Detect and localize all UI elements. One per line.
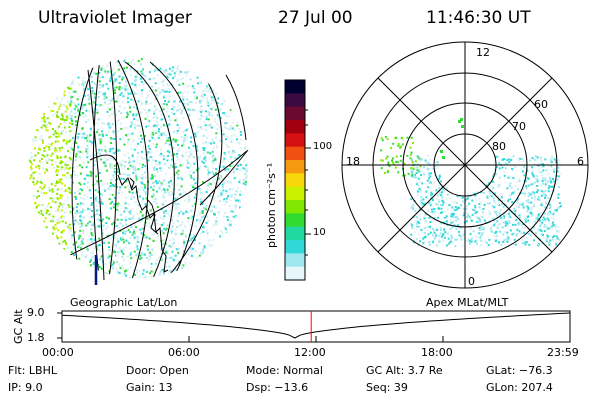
x-tick-label-0000: 00:00 (42, 346, 74, 359)
altitude-curve (61, 312, 571, 339)
info-door: Door: Open (126, 364, 189, 377)
info-dsp: Dsp: −13.6 (246, 381, 309, 394)
info-gc-alt: GC Alt: 3.7 Re (366, 364, 443, 377)
altitude-timeline (57, 310, 571, 343)
info-seq: Seq: 39 (366, 381, 408, 394)
date-label: 27 Jul 00 (278, 8, 353, 28)
colorbar-tick-100: 100 (313, 141, 333, 152)
gc-alt-axis-label: GC Alt (12, 309, 25, 344)
info-ip: IP: 9.0 (8, 381, 43, 394)
mlt-label-0: 0 (468, 275, 475, 288)
info-gain: Gain: 13 (126, 381, 173, 394)
polar-plot (341, 41, 589, 289)
geographic-image (28, 58, 249, 285)
geographic-title: Geographic Lat/Lon (70, 296, 178, 309)
colorbar-tick-10: 10 (313, 227, 326, 238)
info-glat: GLat: −76.3 (486, 364, 553, 377)
gc-alt-tick-high: 9.0 (27, 306, 45, 319)
x-tick-label-1800: 18:00 (421, 346, 453, 359)
mlt-label-18: 18 (346, 155, 360, 168)
info-glon: GLon: 207.4 (486, 381, 553, 394)
lat-label-60: 60 (534, 98, 548, 111)
x-tick-label-1200: 12:00 (294, 346, 326, 359)
gc-alt-tick-low: 1.8 (27, 331, 45, 344)
lat-label-70: 70 (512, 120, 526, 133)
instrument-title: Ultraviolet Imager (38, 8, 192, 28)
info-mode: Mode: Normal (246, 364, 323, 377)
colorbar-unit-label: photon cm⁻²s⁻¹ (265, 162, 278, 248)
info-flt: Flt: LBHL (8, 364, 57, 377)
x-tick-label-2359: 23:59 (547, 346, 579, 359)
apex-title: Apex MLat/MLT (426, 296, 509, 309)
time-label: 11:46:30 UT (426, 8, 531, 28)
color-bar (284, 79, 311, 281)
x-tick-label-0600: 06:00 (168, 346, 200, 359)
mlt-label-6: 6 (577, 155, 584, 168)
mlt-label-12: 12 (476, 46, 490, 59)
lat-label-80: 80 (492, 140, 506, 153)
